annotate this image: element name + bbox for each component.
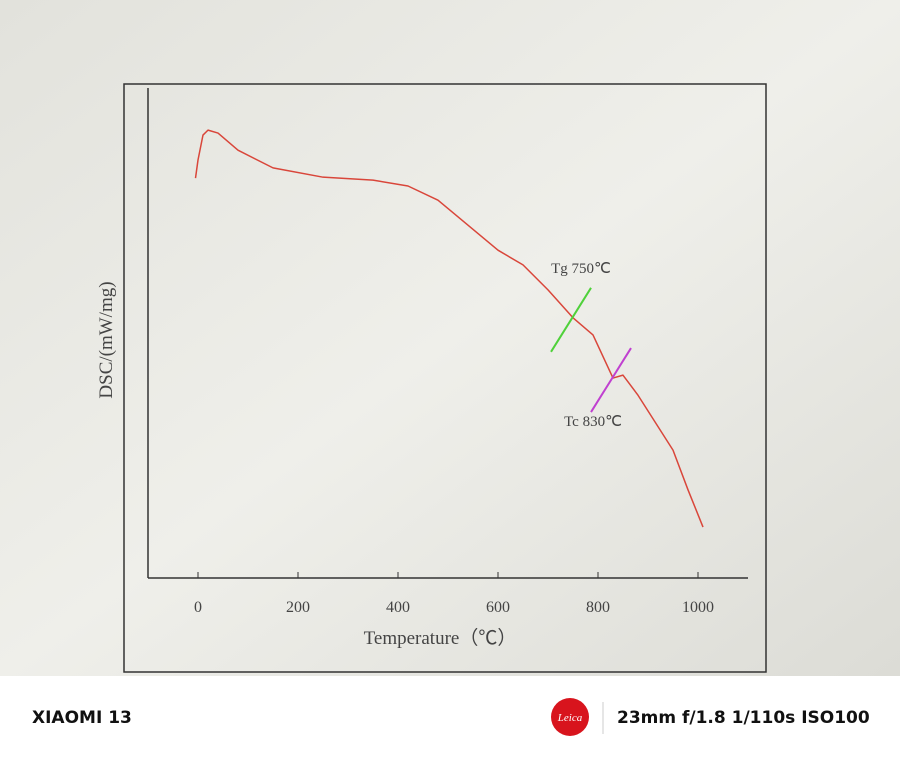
annotation-label: Tc 830℃ [564,414,622,430]
annotation-label: Tg 750℃ [551,261,611,277]
plot: 0 200 400 600 800 1000 Tg 750℃ Tc 830℃ [194,129,714,616]
x-tick-label: 400 [386,599,410,616]
device-name: XIAOMI 13 [32,708,132,728]
chart-frame [123,83,767,673]
y-axis-label: DSC/(mW/mg) [96,281,117,398]
data-line [194,129,704,528]
screen [0,0,900,676]
x-tick-label: 800 [586,599,610,616]
brand-text: Leica [557,712,583,724]
x-tick-label: 600 [486,599,510,616]
exif: 23mm f/1.8 1/110s ISO100 [617,708,870,728]
brand-logo [551,698,589,736]
annotation-marker [550,287,592,353]
x-axis-label: Temperature（℃） [364,627,517,649]
x-tick-label: 1000 [682,599,714,616]
x-tick-label: 0 [194,599,202,616]
x-tick-label: 200 [286,599,310,616]
annotation-marker [590,347,632,413]
footer [0,676,900,761]
